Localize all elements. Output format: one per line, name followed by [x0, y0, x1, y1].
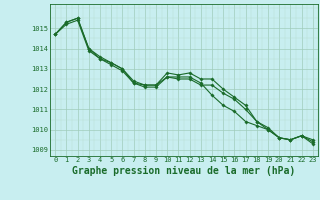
X-axis label: Graphe pression niveau de la mer (hPa): Graphe pression niveau de la mer (hPa): [72, 166, 296, 176]
